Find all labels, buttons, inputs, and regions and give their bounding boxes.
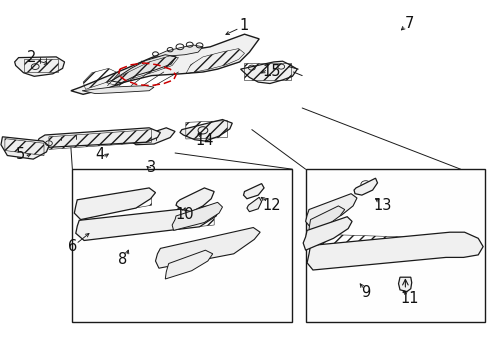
Text: 1: 1 bbox=[240, 18, 248, 33]
Text: 5: 5 bbox=[16, 147, 25, 162]
Polygon shape bbox=[176, 188, 214, 212]
Polygon shape bbox=[303, 217, 351, 250]
Polygon shape bbox=[305, 194, 356, 228]
Polygon shape bbox=[308, 206, 344, 235]
Text: 2: 2 bbox=[27, 50, 37, 65]
Polygon shape bbox=[37, 128, 160, 148]
Bar bbox=[305, 169, 484, 322]
Polygon shape bbox=[155, 228, 260, 268]
Text: 9: 9 bbox=[361, 285, 369, 300]
Polygon shape bbox=[74, 188, 155, 220]
Polygon shape bbox=[353, 178, 377, 195]
Polygon shape bbox=[246, 197, 261, 212]
Polygon shape bbox=[111, 55, 176, 83]
Polygon shape bbox=[180, 120, 232, 141]
Polygon shape bbox=[243, 184, 264, 199]
Text: 15: 15 bbox=[262, 64, 280, 80]
Polygon shape bbox=[131, 128, 175, 145]
Polygon shape bbox=[82, 86, 154, 94]
Text: 14: 14 bbox=[195, 133, 213, 148]
Text: 7: 7 bbox=[404, 16, 414, 31]
Polygon shape bbox=[398, 277, 411, 292]
Text: 10: 10 bbox=[175, 207, 194, 222]
Text: 13: 13 bbox=[372, 198, 391, 213]
Polygon shape bbox=[71, 34, 259, 94]
Bar bbox=[72, 169, 292, 322]
Text: 8: 8 bbox=[118, 252, 126, 267]
Polygon shape bbox=[240, 61, 297, 84]
Text: 12: 12 bbox=[262, 198, 280, 213]
Polygon shape bbox=[76, 206, 219, 240]
Polygon shape bbox=[15, 57, 64, 76]
Text: 6: 6 bbox=[68, 239, 77, 254]
Polygon shape bbox=[165, 250, 212, 279]
Polygon shape bbox=[172, 202, 222, 230]
Text: 3: 3 bbox=[147, 160, 156, 175]
Polygon shape bbox=[306, 232, 482, 270]
Polygon shape bbox=[1, 137, 49, 159]
Text: 11: 11 bbox=[400, 291, 418, 306]
Text: 4: 4 bbox=[96, 147, 104, 162]
Polygon shape bbox=[151, 45, 203, 58]
